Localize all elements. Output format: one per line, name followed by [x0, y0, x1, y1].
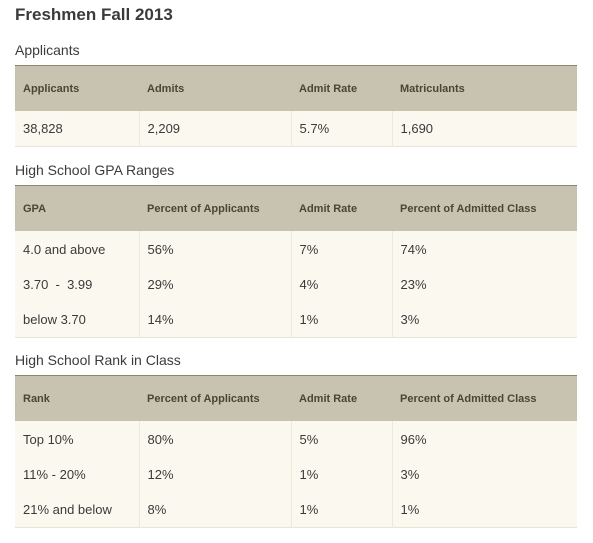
table-cell: 7% — [290, 231, 392, 267]
table-header-row: Applicants Admits Admit Rate Matriculant… — [15, 65, 577, 111]
table-row: 11% - 20% 12% 1% 3% — [15, 457, 577, 492]
table-cell: 12% — [138, 457, 291, 492]
table-cell: 38,828 — [15, 111, 139, 147]
gpa-section-title: High School GPA Ranges — [15, 162, 175, 178]
table-cell: 14% — [138, 302, 291, 338]
column-header: Percent of Applicants — [139, 375, 291, 421]
table-cell: 4.0 and above — [15, 231, 139, 267]
table-cell: 4% — [290, 267, 392, 302]
table-cell: below 3.70 — [15, 302, 139, 338]
table-cell: 8% — [138, 492, 291, 528]
column-header: Admit Rate — [291, 65, 392, 111]
table-cell: 1% — [391, 492, 577, 528]
column-header: Admit Rate — [291, 185, 392, 231]
applicants-table: Applicants Admits Admit Rate Matriculant… — [15, 65, 577, 147]
table-row: Top 10% 80% 5% 96% — [15, 421, 577, 457]
gpa-table: GPA Percent of Applicants Admit Rate Per… — [15, 185, 577, 338]
table-cell: 2,209 — [138, 111, 291, 147]
applicants-section-title: Applicants — [15, 42, 80, 58]
table-cell: Top 10% — [15, 421, 139, 457]
table-row: 4.0 and above 56% 7% 74% — [15, 231, 577, 267]
column-header: Applicants — [15, 65, 139, 111]
column-header: Admits — [139, 65, 291, 111]
table-cell: 80% — [138, 421, 291, 457]
rank-table: Rank Percent of Applicants Admit Rate Pe… — [15, 375, 577, 528]
table-cell: 11% - 20% — [15, 457, 139, 492]
table-cell: 29% — [138, 267, 291, 302]
table-row: below 3.70 14% 1% 3% — [15, 302, 577, 338]
table-cell: 74% — [391, 231, 577, 267]
column-header: Matriculants — [392, 65, 577, 111]
table-cell: 5% — [290, 421, 392, 457]
table-cell: 23% — [391, 267, 577, 302]
column-header: Percent of Applicants — [139, 185, 291, 231]
table-cell: 21% and below — [15, 492, 139, 528]
page-title: Freshmen Fall 2013 — [15, 5, 173, 24]
column-header: Percent of Admitted Class — [392, 375, 577, 421]
table-header-row: GPA Percent of Applicants Admit Rate Per… — [15, 185, 577, 231]
column-header: GPA — [15, 185, 139, 231]
table-cell: 96% — [391, 421, 577, 457]
table-cell: 3.70 - 3.99 — [15, 267, 139, 302]
rank-section-title: High School Rank in Class — [15, 352, 181, 368]
table-cell: 56% — [138, 231, 291, 267]
table-cell: 1% — [290, 492, 392, 528]
table-cell: 1% — [290, 302, 392, 338]
column-header: Percent of Admitted Class — [392, 185, 577, 231]
table-cell: 1,690 — [391, 111, 577, 147]
table-header-row: Rank Percent of Applicants Admit Rate Pe… — [15, 375, 577, 421]
table-cell: 1% — [290, 457, 392, 492]
table-row: 21% and below 8% 1% 1% — [15, 492, 577, 528]
table-cell: 3% — [391, 302, 577, 338]
table-row: 38,828 2,209 5.7% 1,690 — [15, 111, 577, 147]
column-header: Admit Rate — [291, 375, 392, 421]
table-cell: 5.7% — [290, 111, 392, 147]
column-header: Rank — [15, 375, 139, 421]
table-cell: 3% — [391, 457, 577, 492]
table-row: 3.70 - 3.99 29% 4% 23% — [15, 267, 577, 302]
